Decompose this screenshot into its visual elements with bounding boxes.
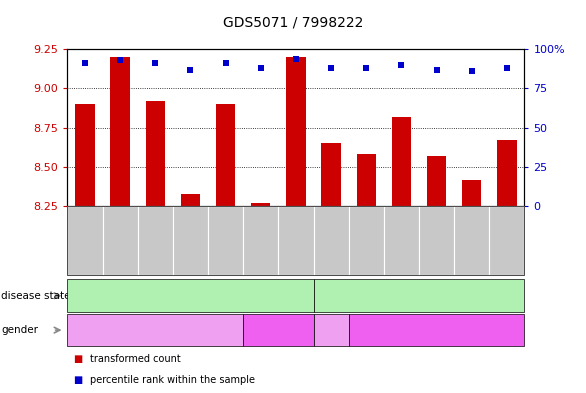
Bar [427, 156, 447, 206]
Text: GSM1045529: GSM1045529 [502, 215, 512, 266]
Point [432, 66, 441, 73]
Point [256, 65, 265, 71]
Point [80, 60, 90, 66]
Bar [146, 101, 165, 206]
Point [362, 65, 371, 71]
Text: GSM1045519: GSM1045519 [151, 215, 160, 266]
Bar [251, 203, 271, 206]
Text: GSM1045525: GSM1045525 [326, 215, 336, 266]
Point [291, 55, 301, 62]
Text: GSM1045528: GSM1045528 [467, 215, 476, 266]
Bar [356, 154, 376, 206]
Point [186, 66, 195, 73]
Text: disease state: disease state [1, 291, 71, 301]
Bar [391, 117, 411, 206]
Point [221, 60, 230, 66]
Point [502, 65, 512, 71]
Text: GSM1045518: GSM1045518 [115, 215, 125, 266]
Point [151, 60, 160, 66]
Point [326, 65, 336, 71]
Point [397, 62, 406, 68]
Bar [180, 194, 200, 206]
Point [467, 68, 476, 74]
Text: GSM1045523: GSM1045523 [221, 215, 230, 266]
Text: ■: ■ [73, 375, 83, 385]
Text: GDS5071 / 7998222: GDS5071 / 7998222 [223, 16, 363, 30]
Bar [216, 104, 236, 206]
Text: male: male [142, 325, 168, 335]
Bar [75, 104, 95, 206]
Text: GSM1045521: GSM1045521 [291, 215, 301, 266]
Text: non-syndromic cleft lip/palate: non-syndromic cleft lip/palate [113, 291, 268, 301]
Point [115, 57, 125, 63]
Text: transformed count: transformed count [90, 354, 180, 364]
Text: male: male [318, 325, 344, 335]
Text: GSM1045527: GSM1045527 [362, 215, 371, 266]
Text: GSM1045520: GSM1045520 [256, 215, 265, 266]
Bar [322, 143, 341, 206]
Text: GSM1045517: GSM1045517 [80, 215, 90, 266]
Text: GSM1045524: GSM1045524 [397, 215, 406, 266]
Text: GSM1045522: GSM1045522 [186, 215, 195, 266]
Text: female: female [260, 325, 297, 335]
Text: ■: ■ [73, 354, 83, 364]
Text: percentile rank within the sample: percentile rank within the sample [90, 375, 255, 385]
Text: healthy control: healthy control [380, 291, 458, 301]
Bar [497, 140, 517, 206]
Bar [462, 180, 482, 206]
Bar [286, 57, 306, 206]
Bar [110, 57, 130, 206]
Text: female: female [418, 325, 455, 335]
Text: GSM1045526: GSM1045526 [432, 215, 441, 266]
Text: gender: gender [1, 325, 38, 335]
